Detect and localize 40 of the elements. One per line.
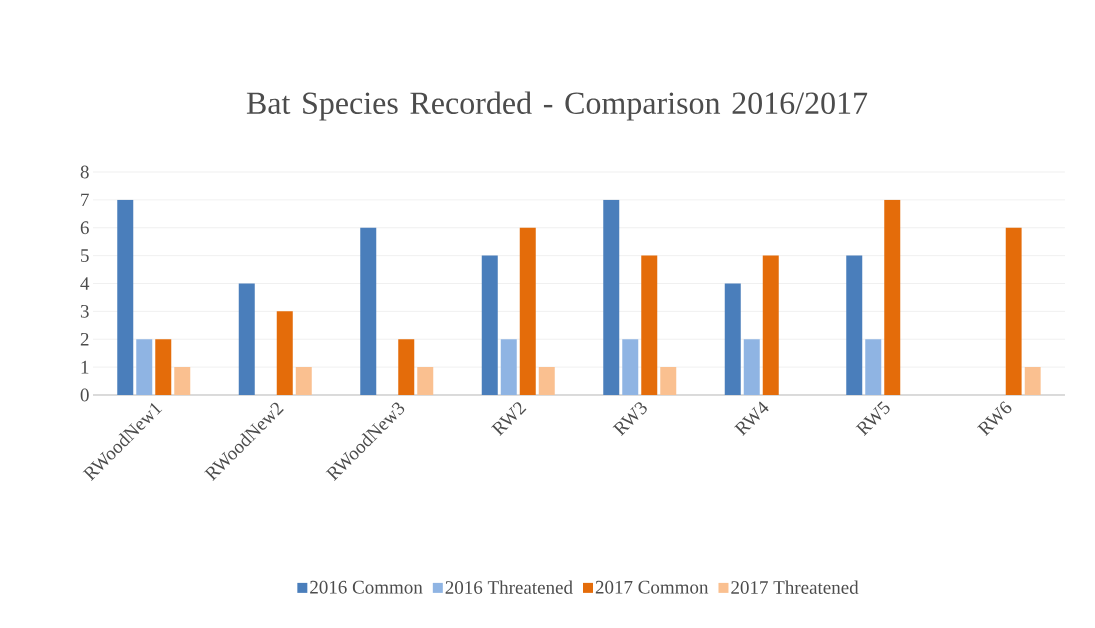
bar <box>398 339 415 395</box>
bar <box>743 339 760 395</box>
bar <box>136 339 153 395</box>
bar <box>500 339 517 395</box>
y-tick-label: 6 <box>80 221 89 235</box>
bar <box>724 283 741 395</box>
bar <box>603 199 620 395</box>
bar <box>238 283 255 395</box>
bar <box>155 339 172 395</box>
bar <box>762 255 779 395</box>
bar <box>295 367 312 395</box>
y-tick-label: 2 <box>80 332 89 346</box>
bar <box>360 227 377 395</box>
y-tick-label: 5 <box>81 249 89 262</box>
y-tick-label: 7 <box>81 193 89 207</box>
bar <box>1024 367 1041 395</box>
y-tick-label: 4 <box>80 277 90 290</box>
y-tick-label: 0 <box>80 388 89 402</box>
legend-label: 2017 Common <box>595 580 709 594</box>
bar <box>622 339 639 395</box>
y-tick-label: 8 <box>80 165 89 179</box>
bar <box>174 367 191 395</box>
bar <box>846 255 863 395</box>
bar <box>660 367 677 395</box>
legend-label: 2016 Threatened <box>445 580 573 594</box>
bar <box>865 339 882 395</box>
bar <box>1005 227 1022 395</box>
bar <box>117 199 134 395</box>
bar <box>481 255 498 395</box>
y-tick-label: 1 <box>81 360 89 374</box>
bar <box>519 227 536 395</box>
chart-title: Bat Species Recorded - Comparison 2016/2017 <box>246 91 868 121</box>
legend-label: 2017 Threatened <box>731 580 859 594</box>
bar <box>884 199 901 395</box>
y-tick-label: 3 <box>80 304 89 318</box>
bar <box>417 367 434 395</box>
legend-label: 2016 Common <box>310 580 423 594</box>
bar <box>641 255 658 395</box>
bar <box>538 367 555 395</box>
bar <box>276 311 293 395</box>
